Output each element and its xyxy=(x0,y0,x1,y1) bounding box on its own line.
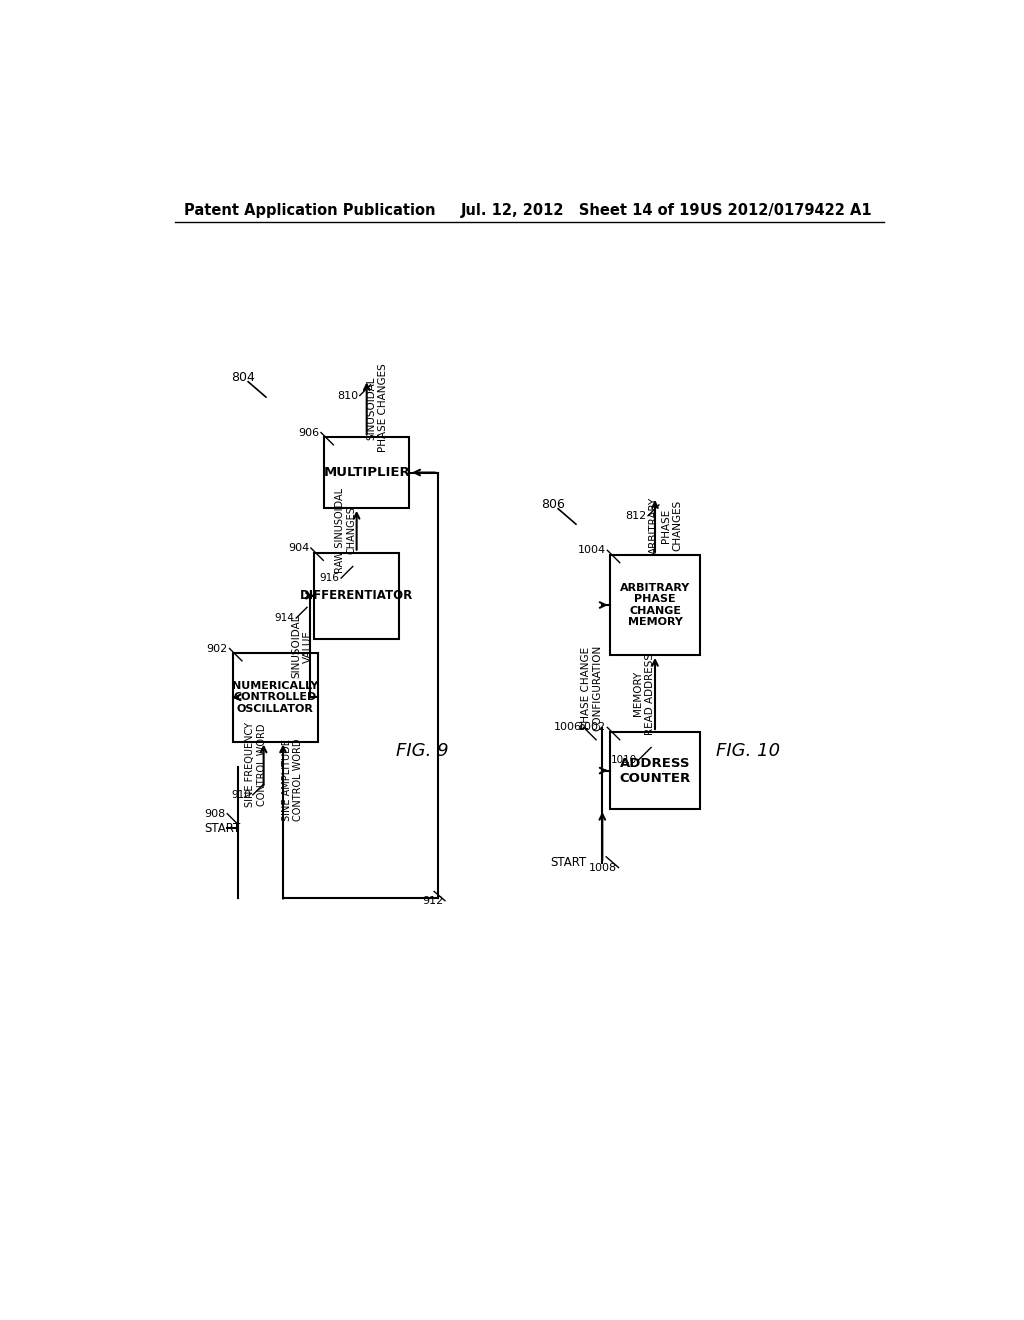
Text: 1006: 1006 xyxy=(554,722,583,733)
Text: PHASE CHANGE
CONFIGURATION: PHASE CHANGE CONFIGURATION xyxy=(581,644,602,731)
Text: ARBITRARY
PHASE
CHANGE
MEMORY: ARBITRARY PHASE CHANGE MEMORY xyxy=(620,582,690,627)
Text: START: START xyxy=(551,857,587,870)
Text: 1004: 1004 xyxy=(578,545,606,556)
Text: FIG. 9: FIG. 9 xyxy=(396,742,449,760)
Text: 910: 910 xyxy=(231,789,251,800)
Text: MEMORY
READ ADDRESS: MEMORY READ ADDRESS xyxy=(634,652,655,734)
Bar xyxy=(314,553,399,639)
Text: 1008: 1008 xyxy=(589,862,617,873)
Text: 912: 912 xyxy=(422,896,443,906)
Text: 902: 902 xyxy=(207,644,228,653)
Text: Patent Application Publication: Patent Application Publication xyxy=(183,203,435,218)
Bar xyxy=(232,653,317,742)
Bar xyxy=(610,554,699,655)
Text: Jul. 12, 2012   Sheet 14 of 19: Jul. 12, 2012 Sheet 14 of 19 xyxy=(461,203,700,218)
Text: ARBITRARY
PHASE
CHANGES: ARBITRARY PHASE CHANGES xyxy=(649,498,682,554)
Text: 1002: 1002 xyxy=(578,722,606,733)
Text: SINE FREQUENCY
CONTROL WORD: SINE FREQUENCY CONTROL WORD xyxy=(245,722,266,808)
Text: 1010: 1010 xyxy=(611,755,637,764)
Text: 908: 908 xyxy=(205,809,225,818)
Text: 806: 806 xyxy=(541,499,564,511)
Text: 916: 916 xyxy=(319,573,340,583)
Text: US 2012/0179422 A1: US 2012/0179422 A1 xyxy=(700,203,872,218)
Text: 906: 906 xyxy=(298,428,319,437)
Text: NUMERICALLY
CONTROLLED
OSCILLATOR: NUMERICALLY CONTROLLED OSCILLATOR xyxy=(232,681,318,714)
Text: RAW SINUSOIDAL
CHANGES: RAW SINUSOIDAL CHANGES xyxy=(335,488,356,573)
Text: 904: 904 xyxy=(288,543,309,553)
Text: 812: 812 xyxy=(626,511,646,520)
Bar xyxy=(324,437,410,508)
Bar xyxy=(610,733,699,809)
Text: 810: 810 xyxy=(337,391,358,400)
Text: SINUSOIDAL
VALUE: SINUSOIDAL VALUE xyxy=(292,615,313,678)
Text: FIG. 10: FIG. 10 xyxy=(716,742,780,760)
Text: DIFFERENTIATOR: DIFFERENTIATOR xyxy=(300,589,414,602)
Text: 804: 804 xyxy=(230,371,255,384)
Text: ADDRESS
COUNTER: ADDRESS COUNTER xyxy=(620,756,690,784)
Text: 914: 914 xyxy=(274,612,295,623)
Text: SINUSOIDAL
PHASE CHANGES: SINUSOIDAL PHASE CHANGES xyxy=(366,363,387,453)
Text: START: START xyxy=(204,822,241,834)
Text: SINE AMPLITUDE
CONTROL WORD: SINE AMPLITUDE CONTROL WORD xyxy=(282,739,303,821)
Text: MULTIPLIER: MULTIPLIER xyxy=(324,466,410,479)
